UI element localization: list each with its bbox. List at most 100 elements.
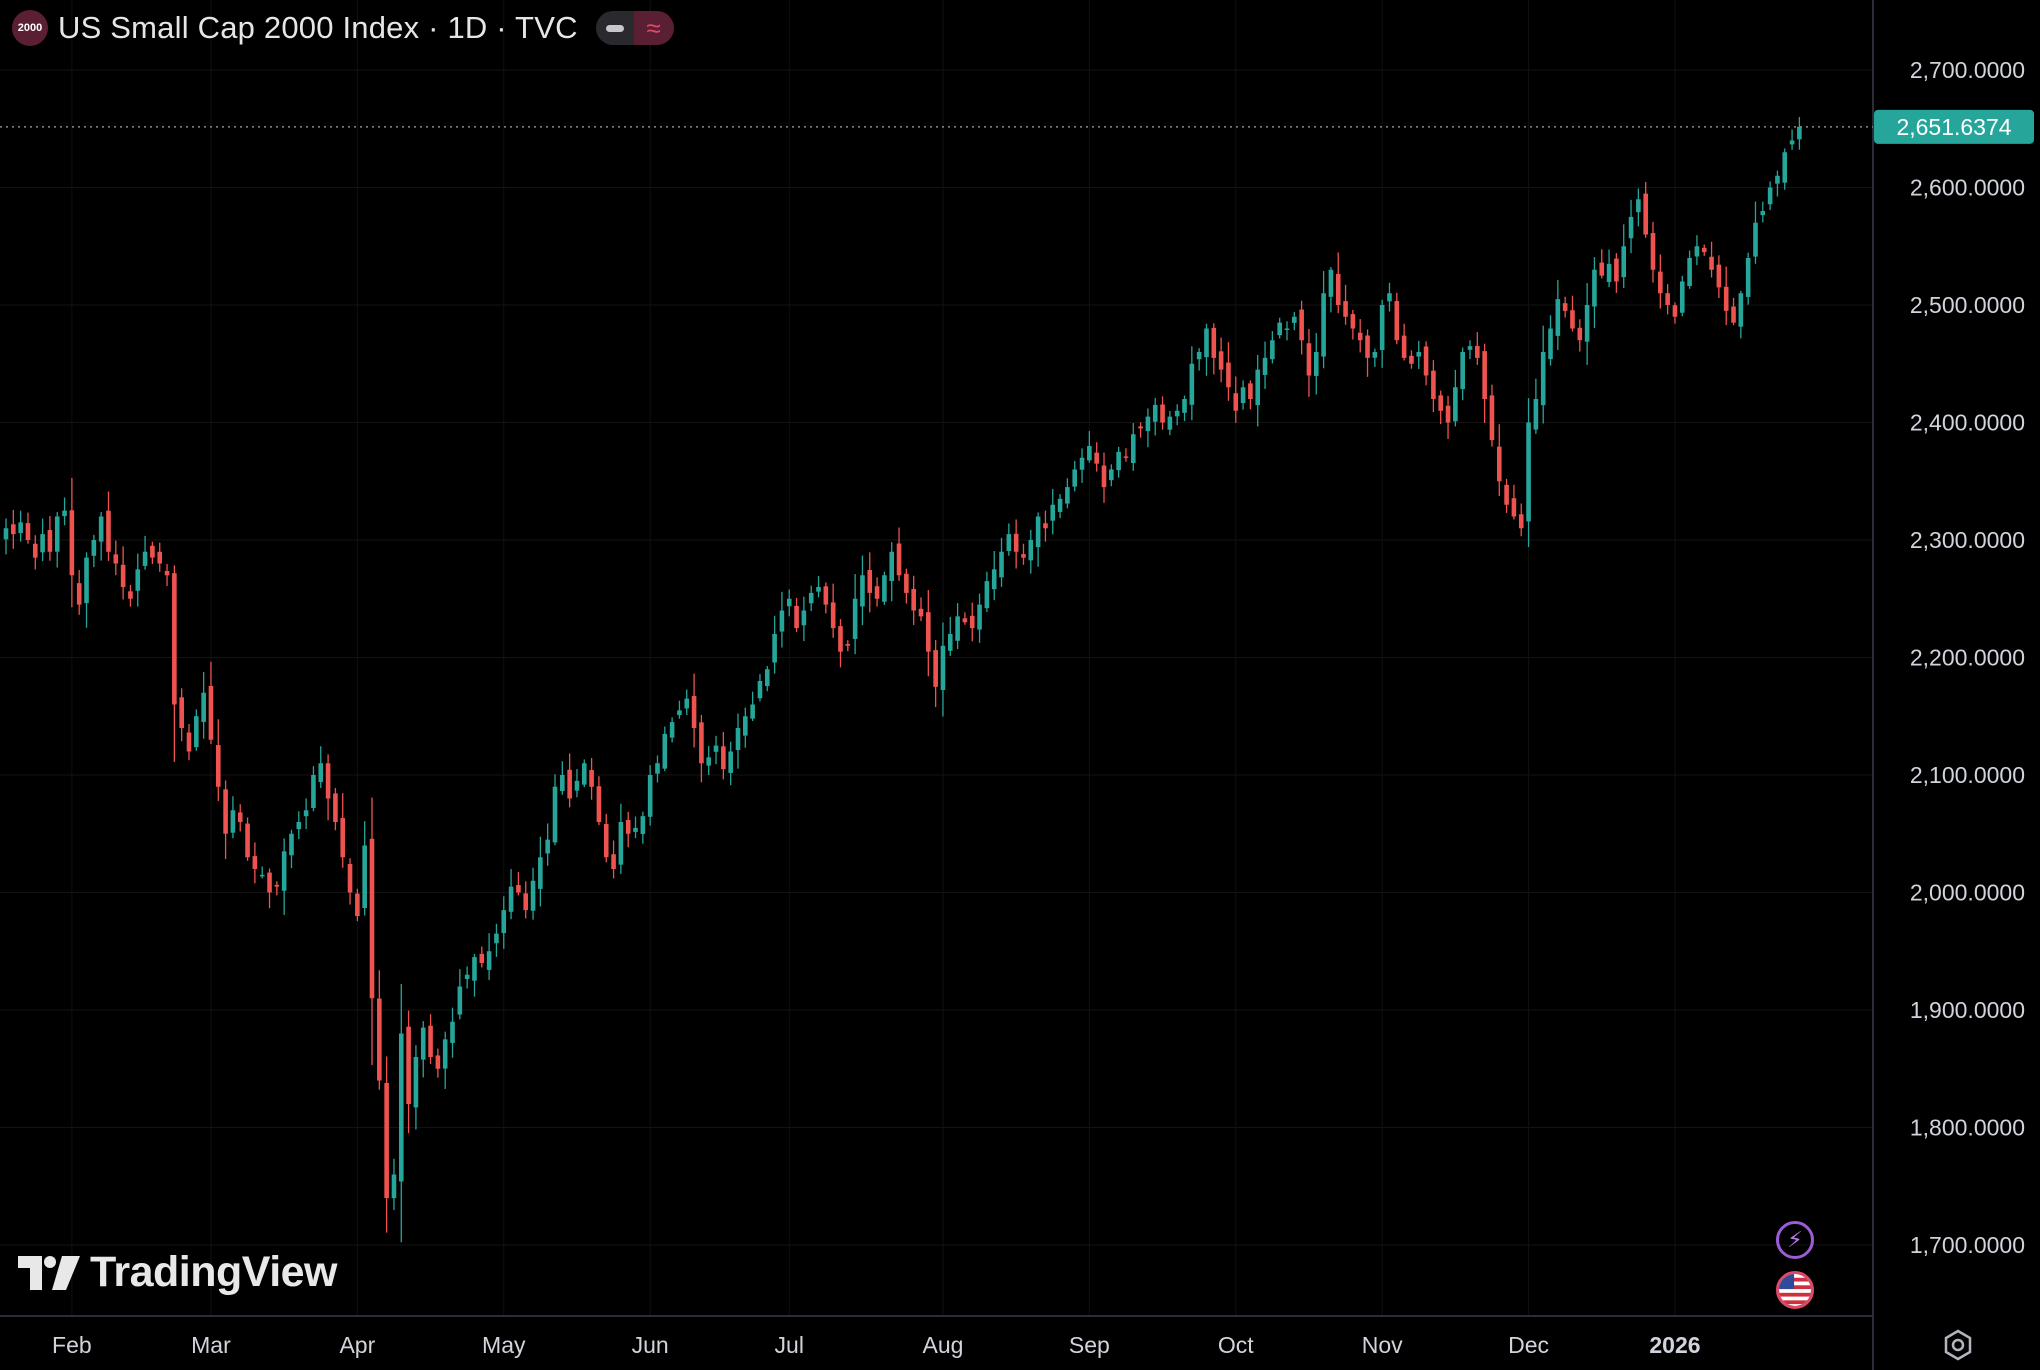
eye-toggle-icon[interactable]	[595, 11, 634, 45]
candle-body	[355, 893, 360, 916]
candle-body	[347, 864, 353, 893]
candle-body	[1489, 395, 1495, 441]
candle-body	[486, 951, 492, 970]
candle-body	[647, 775, 653, 817]
candle-body	[1116, 451, 1121, 471]
candle-body	[721, 746, 726, 770]
candle-body	[1167, 416, 1173, 430]
candle-body	[18, 522, 23, 534]
candle-body	[398, 1033, 404, 1182]
candle-body	[1079, 457, 1085, 470]
candle-body	[1204, 328, 1209, 358]
tradingview-logo[interactable]: TradingView	[18, 1248, 338, 1297]
symbol-title[interactable]: US Small Cap 2000 Index · 1D · TVC	[58, 10, 578, 45]
candle-body	[230, 810, 236, 833]
candle-body	[552, 786, 558, 843]
candle-body	[706, 757, 712, 766]
candle-body	[589, 770, 594, 787]
candle-body	[340, 818, 346, 858]
candle-body	[1767, 187, 1773, 205]
candle-body	[1350, 314, 1356, 329]
candle-body	[1299, 309, 1304, 341]
candle-body	[208, 685, 214, 740]
candle-body	[735, 728, 741, 751]
candle-body	[977, 604, 982, 630]
candle-body	[1643, 193, 1648, 235]
candle-body	[142, 551, 148, 566]
candle-body	[618, 822, 624, 865]
candle-body	[1394, 301, 1400, 341]
y-tick-label: 1,800.0000	[1910, 1115, 2025, 1141]
candle-body	[845, 644, 851, 646]
candle-body	[1262, 357, 1268, 375]
lightning-icon[interactable]: ⚡	[1776, 1221, 1814, 1259]
candle-body	[1292, 316, 1297, 323]
candle-body	[999, 551, 1004, 578]
candle-body	[530, 880, 536, 911]
candle-body	[581, 763, 587, 785]
candle-body	[25, 523, 31, 540]
candle-body	[1130, 434, 1136, 464]
candle-body	[1577, 327, 1583, 341]
candle-body	[106, 510, 111, 552]
candle-body	[1182, 399, 1187, 413]
candle-body	[1482, 351, 1487, 399]
candle-body	[1723, 286, 1729, 311]
candle-body	[215, 745, 221, 787]
us-flag-icon[interactable]	[1776, 1271, 1814, 1309]
candle-body	[1562, 303, 1568, 311]
y-tick-label: 2,000.0000	[1910, 880, 2025, 906]
candle-body	[640, 816, 646, 834]
candle-body	[1438, 395, 1444, 411]
candle-body	[1028, 540, 1034, 561]
index-badge-icon[interactable]: 2000	[12, 10, 48, 46]
candle-body	[1621, 246, 1627, 278]
candle-body	[1709, 256, 1714, 270]
gear-icon[interactable]	[1941, 1328, 1975, 1362]
wave-icon[interactable]: ≈	[633, 11, 674, 45]
x-tick-label: Apr	[339, 1332, 375, 1358]
candle-body	[816, 587, 821, 592]
x-tick-label: Nov	[1362, 1332, 1403, 1358]
candle-body	[406, 1026, 411, 1104]
candle-body	[1606, 263, 1612, 283]
candle-body	[296, 822, 302, 830]
candle-body	[32, 543, 38, 558]
candle-body	[852, 598, 858, 639]
y-tick-label: 2,100.0000	[1910, 762, 2025, 788]
candle-body	[669, 722, 675, 738]
candle-body	[1174, 410, 1180, 417]
candle-body	[823, 586, 829, 605]
candle-body	[1416, 352, 1422, 357]
candle-body	[157, 551, 163, 564]
candle-body	[223, 789, 228, 834]
y-tick-label: 2,400.0000	[1910, 410, 2025, 436]
candle-body	[472, 957, 477, 981]
candle-body	[955, 616, 960, 641]
candle-body	[413, 1057, 419, 1108]
candle-body	[947, 634, 953, 651]
candle-body	[1423, 346, 1429, 376]
candle-body	[435, 1055, 441, 1069]
candle-body	[867, 570, 873, 593]
candle-body	[479, 953, 485, 963]
candle-body	[252, 856, 258, 869]
candle-body	[896, 543, 902, 576]
candle-body	[442, 1039, 448, 1069]
x-tick-label: Mar	[191, 1332, 231, 1358]
y-tick-label: 2,600.0000	[1910, 175, 2025, 201]
candle-body	[1145, 416, 1151, 432]
candle-body	[1592, 269, 1597, 307]
candle-body	[1101, 465, 1107, 488]
time-axis[interactable]: Feb Mar Apr May Jun Jul Aug Sep Oct Nov Dec 2026	[52, 1332, 1700, 1358]
x-tick-label: Oct	[1218, 1332, 1254, 1358]
candle-body	[962, 618, 968, 623]
candle-body	[303, 810, 309, 817]
candle-body	[757, 681, 763, 699]
x-tick-label: Jun	[632, 1332, 669, 1358]
candle-body	[1065, 487, 1070, 504]
candle-body	[1226, 362, 1231, 388]
candle-body	[1745, 258, 1751, 297]
price-axis[interactable]: 2,700.0000 2,600.0000 2,500.0000 2,400.0000…	[1910, 57, 2025, 1258]
